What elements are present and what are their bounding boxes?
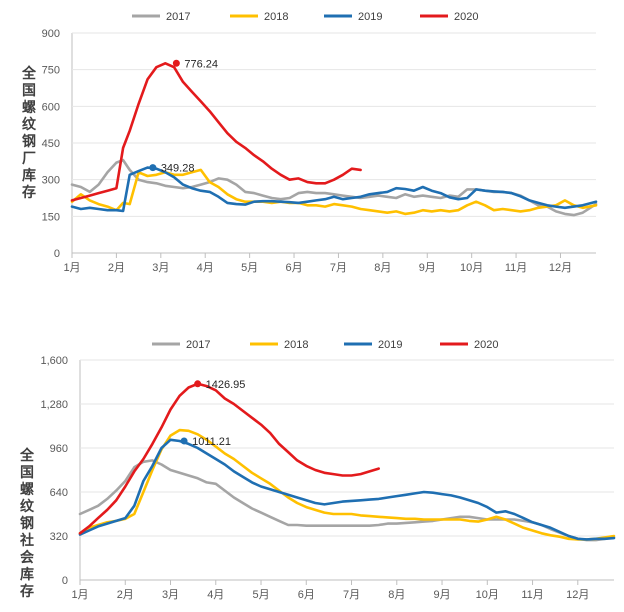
social-y-axis-label-char: 螺 bbox=[20, 481, 34, 498]
factory-annotation-label-2020: 776.24 bbox=[184, 58, 218, 70]
factory-x-tick-label: 1月 bbox=[63, 262, 80, 274]
social-x-tick-label: 8月 bbox=[388, 589, 405, 601]
social-y-tick-label: 640 bbox=[50, 487, 68, 499]
factory-legend-label-2018: 2018 bbox=[264, 11, 288, 23]
social-series-line-2018 bbox=[78, 428, 616, 541]
social-y-axis-label-char: 会 bbox=[20, 549, 35, 566]
social-x-tick-label: 3月 bbox=[162, 589, 179, 601]
factory-y-tick-label: 900 bbox=[42, 28, 60, 40]
factory-y-tick-label: 750 bbox=[42, 65, 60, 77]
factory-y-tick-label: 600 bbox=[42, 101, 60, 113]
factory-x-tick-label: 6月 bbox=[285, 262, 302, 274]
social-y-tick-label: 0 bbox=[62, 575, 68, 587]
social-x-tick-label: 2月 bbox=[117, 589, 134, 601]
factory-x-tick-label: 5月 bbox=[241, 262, 258, 274]
social-x-tick-label: 4月 bbox=[207, 589, 224, 601]
social-y-axis-label-char: 纹 bbox=[20, 498, 35, 515]
factory-legend-label-2019: 2019 bbox=[358, 11, 382, 23]
factory-y-axis-label-char: 存 bbox=[22, 184, 36, 201]
chart-factory-inventory: 0 150 300 450 600 750 900 1月 2月 3月 4月 5月 6月 7月 8月 9月 10月… bbox=[21, 11, 598, 274]
social-x-tick-label: 1月 bbox=[71, 589, 88, 601]
social-x-tick-label: 7月 bbox=[343, 589, 360, 601]
social-y-axis-label-char: 钢 bbox=[20, 515, 34, 532]
social-y-tick-label: 1,600 bbox=[40, 355, 68, 367]
social-legend-label-2020: 2020 bbox=[474, 339, 498, 351]
factory-x-tick-label: 4月 bbox=[197, 262, 214, 274]
factory-legend-label-2017: 2017 bbox=[166, 11, 190, 23]
factory-y-axis-label-char: 钢 bbox=[22, 133, 36, 150]
social-series-line-2019 bbox=[78, 438, 616, 541]
factory-y-tick-label: 300 bbox=[42, 175, 60, 187]
social-legend-label-2017: 2017 bbox=[186, 339, 210, 351]
social-legend-label-2019: 2019 bbox=[378, 339, 402, 351]
factory-series-line-2018 bbox=[70, 168, 598, 216]
social-series-line-2017 bbox=[78, 459, 616, 542]
factory-x-tick-label: 12月 bbox=[549, 262, 572, 274]
social-x-tick-label: 5月 bbox=[252, 589, 269, 601]
factory-y-tick-label: 150 bbox=[42, 211, 60, 223]
social-y-tick-label: 320 bbox=[50, 531, 68, 543]
social-legend-label-2018: 2018 bbox=[284, 339, 308, 351]
factory-y-axis-label-char: 库 bbox=[22, 167, 36, 184]
social-x-tick-label: 10月 bbox=[476, 589, 499, 601]
factory-y-tick-label: 0 bbox=[54, 248, 60, 260]
factory-y-axis-label-char: 国 bbox=[22, 83, 36, 99]
factory-y-axis-label-char: 厂 bbox=[22, 151, 36, 167]
factory-x-tick-label: 3月 bbox=[152, 262, 169, 274]
social-y-tick-label: 960 bbox=[50, 443, 68, 455]
factory-annotation-label-2019: 349.28 bbox=[161, 163, 195, 175]
factory-x-tick-label: 7月 bbox=[330, 262, 347, 274]
factory-x-tick-label: 2月 bbox=[108, 262, 125, 274]
social-x-tick-label: 12月 bbox=[566, 589, 589, 601]
factory-series-line-2020 bbox=[70, 61, 362, 202]
social-x-tick-label: 9月 bbox=[433, 589, 450, 601]
factory-annotation-marker-2020 bbox=[172, 59, 180, 67]
factory-x-tick-label: 11月 bbox=[505, 262, 527, 274]
factory-y-axis-label-char: 螺 bbox=[22, 99, 36, 116]
social-y-axis-label-char: 库 bbox=[20, 566, 34, 583]
social-annotation-marker-2020 bbox=[194, 380, 202, 388]
factory-y-axis-label-char: 全 bbox=[21, 65, 37, 82]
factory-annotation-marker-2019 bbox=[149, 164, 157, 172]
social-annotation-label-2019: 1011.21 bbox=[192, 436, 231, 448]
social-y-tick-label: 1,280 bbox=[40, 399, 68, 411]
chart-social-inventory: 0 320 640 960 1,280 1,600 1月 2月 3月 4月 5月 6月 7月 8月 9月 10… bbox=[19, 339, 616, 601]
social-annotation-label-2020: 1426.95 bbox=[206, 379, 246, 391]
social-y-axis-label-char: 社 bbox=[19, 532, 34, 549]
factory-x-tick-label: 10月 bbox=[460, 262, 483, 274]
social-annotation-marker-2019 bbox=[180, 437, 188, 445]
social-x-tick-label: 6月 bbox=[298, 589, 315, 601]
social-x-tick-label: 11月 bbox=[521, 589, 543, 601]
social-y-axis-label-char: 国 bbox=[20, 465, 34, 481]
factory-y-tick-label: 450 bbox=[42, 138, 60, 150]
factory-x-tick-label: 8月 bbox=[374, 262, 391, 274]
social-y-axis-label-char: 存 bbox=[20, 583, 34, 600]
social-y-axis-label-char: 全 bbox=[19, 447, 35, 464]
social-series-line-2020 bbox=[78, 382, 381, 535]
factory-legend-label-2020: 2020 bbox=[454, 11, 478, 23]
factory-x-tick-label: 9月 bbox=[419, 262, 436, 274]
factory-y-axis-label-char: 纹 bbox=[22, 116, 37, 133]
